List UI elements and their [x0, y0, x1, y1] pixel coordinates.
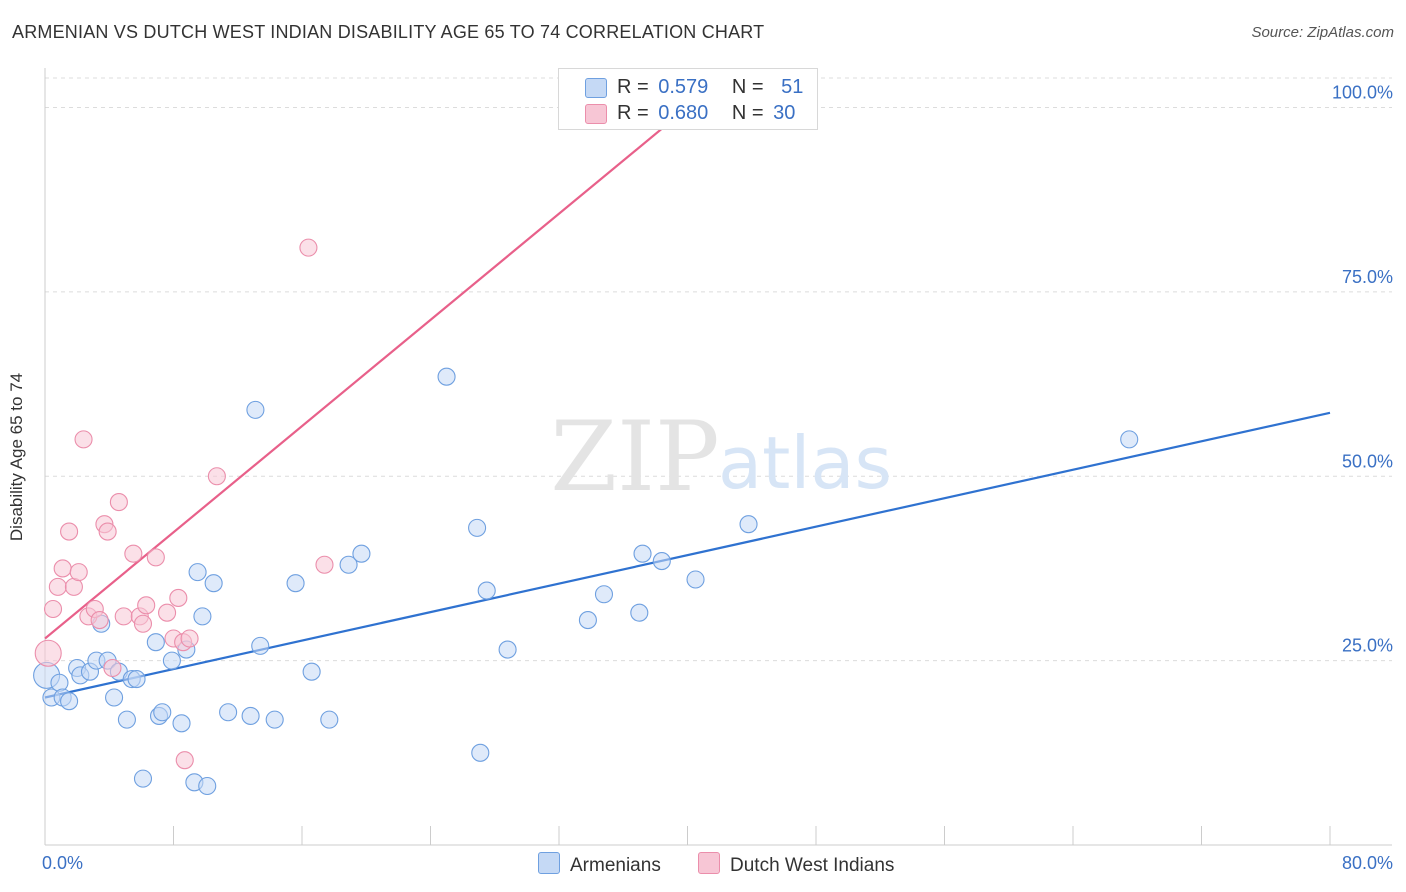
- armenians-point-2: [50, 673, 69, 692]
- armenians-point-43: [578, 611, 597, 630]
- dutch-west-indians-point-19: [137, 596, 156, 615]
- dutch-west-indians-point-6: [69, 563, 88, 582]
- x-tick-label-1: 80.0%: [1342, 853, 1393, 873]
- dutch-west-indians-point-0: [34, 639, 62, 667]
- axes: [44, 68, 1392, 846]
- armenians-point-34: [302, 662, 321, 681]
- armenians-point-20: [162, 651, 181, 670]
- armenians-point-35: [320, 710, 339, 729]
- armenians-point-30: [246, 400, 265, 419]
- y-tick-label-0: 25.0%: [1342, 636, 1393, 656]
- armenians-point-11: [105, 688, 124, 707]
- armenians-point-17: [146, 633, 165, 652]
- gridlines: [45, 77, 1392, 662]
- watermark: ZIP atlas: [550, 401, 892, 513]
- dutch-west-indians-point-14: [109, 493, 128, 512]
- legend-swatch-armenians: [538, 852, 560, 874]
- dutch-west-indians-point-3: [53, 559, 72, 578]
- dutch-west-indians-point-7: [74, 430, 93, 449]
- dutch-west-indians-point-13: [103, 658, 122, 678]
- armenians-point-25: [193, 607, 212, 626]
- armenians-point-26: [198, 776, 217, 796]
- legend-n-value: 30: [773, 102, 796, 124]
- chart-title: ARMENIAN VS DUTCH WEST INDIAN DISABILITY…: [12, 22, 765, 42]
- armenians-point-37: [352, 544, 371, 563]
- armenians-point-28: [219, 703, 238, 722]
- legend-label-armenians: Armenians: [570, 855, 661, 876]
- armenians-point-32: [265, 710, 284, 729]
- armenians-point-15: [127, 670, 146, 689]
- armenians-point-50: [1120, 430, 1139, 449]
- legend-item-dutch-west-indians: Dutch West Indians: [698, 852, 894, 877]
- y-tick-label-2: 75.0%: [1342, 267, 1393, 287]
- data-points: [33, 238, 1139, 796]
- dutch-west-indians-point-26: [180, 629, 199, 648]
- dutch-west-indians-point-21: [158, 603, 177, 622]
- dutch-west-indians-point-4: [60, 522, 79, 541]
- legend-n-value: 51: [781, 76, 804, 98]
- legend-r-value: 0.579: [658, 76, 709, 98]
- legend-r-label: R =: [617, 102, 649, 124]
- dutch-west-indians-point-23: [169, 588, 188, 607]
- dutch-west-indians-point-27: [207, 467, 226, 486]
- legend-swatch-armenians: [585, 78, 607, 98]
- armenians-point-42: [498, 640, 517, 659]
- watermark-atlas: atlas: [718, 421, 892, 505]
- armenians-point-49: [739, 515, 758, 534]
- dutch-west-indians-point-28: [299, 238, 318, 257]
- y-axis-label: Disability Age 65 to 74: [7, 372, 26, 542]
- armenians-point-4: [60, 692, 79, 711]
- legend-label-dutch-west-indians: Dutch West Indians: [730, 855, 895, 876]
- y-tick-label-3: 100.0%: [1332, 83, 1393, 103]
- source-label: Source: ZipAtlas.com: [1251, 24, 1394, 41]
- dutch-west-indians-point-2: [48, 577, 67, 596]
- armenians-point-33: [286, 574, 305, 593]
- dutch-west-indians-point-25: [175, 751, 194, 770]
- dutch-west-indians-point-15: [114, 607, 133, 626]
- armenians-point-27: [204, 574, 223, 593]
- legend-r-value: 0.680: [658, 102, 709, 124]
- dutch-west-indians-point-10: [90, 611, 109, 630]
- armenians-point-40: [471, 743, 490, 762]
- dutch-west-indians-point-16: [124, 544, 143, 563]
- armenians-point-46: [633, 544, 652, 563]
- legend-r-label: R =: [617, 76, 649, 98]
- armenians-point-36: [339, 555, 358, 574]
- armenians-point-13: [117, 710, 136, 729]
- armenians-point-39: [468, 518, 487, 537]
- legend-swatch-dutch-west-indians: [698, 852, 720, 874]
- armenians-point-44: [594, 585, 614, 604]
- dutch-west-indians-point-20: [146, 548, 165, 567]
- armenians-point-31: [251, 636, 270, 655]
- legend-swatch-dutch-west-indians: [585, 104, 607, 124]
- armenians-point-47: [652, 552, 671, 571]
- legend-n-label: N =: [731, 102, 764, 124]
- watermark-zip: ZIP: [550, 401, 719, 513]
- stats-legend: R = 0.579 N = 51 R = 0.680 N = 30: [558, 68, 818, 130]
- armenians-point-29: [241, 706, 260, 725]
- armenians-point-19: [153, 703, 172, 722]
- legend-item-armenians: Armenians: [538, 852, 661, 877]
- armenians-point-16: [133, 769, 153, 788]
- dutch-west-indians-point-18: [133, 614, 153, 633]
- dutch-west-indians-point-1: [43, 599, 63, 619]
- armenians-point-41: [477, 581, 496, 600]
- dutch-west-indians-point-29: [315, 555, 334, 574]
- dutch-west-indians-point-12: [98, 522, 117, 541]
- tick-labels: 25.0% 50.0% 75.0% 100.0% 0.0% 80.0%: [42, 83, 1393, 874]
- armenians-point-24: [188, 563, 207, 582]
- legend-n-label: N =: [731, 76, 764, 98]
- armenians-point-21: [172, 714, 191, 733]
- x-tick-label-0: 0.0%: [42, 853, 83, 873]
- armenians-point-48: [686, 570, 705, 589]
- armenians-point-45: [630, 603, 649, 622]
- y-tick-label-1: 50.0%: [1342, 451, 1393, 471]
- armenians-point-38: [437, 367, 456, 386]
